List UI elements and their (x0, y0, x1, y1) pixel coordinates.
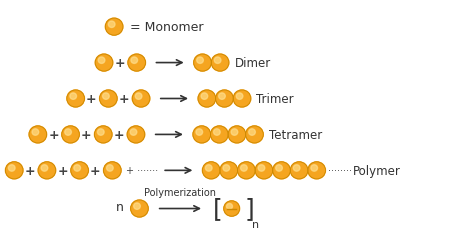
Ellipse shape (205, 165, 212, 171)
Ellipse shape (107, 165, 113, 171)
Ellipse shape (219, 94, 225, 100)
Text: Dimer: Dimer (235, 57, 271, 70)
Ellipse shape (223, 165, 229, 171)
Ellipse shape (231, 129, 238, 136)
Ellipse shape (67, 91, 84, 108)
Ellipse shape (41, 165, 48, 171)
Text: +: + (90, 164, 100, 177)
Ellipse shape (228, 126, 246, 143)
Ellipse shape (95, 55, 113, 72)
Text: Tetramer: Tetramer (269, 128, 322, 141)
Ellipse shape (103, 162, 121, 179)
Text: Trimer: Trimer (256, 93, 294, 106)
Ellipse shape (236, 94, 243, 100)
Ellipse shape (255, 162, 273, 179)
Ellipse shape (246, 126, 263, 143)
Ellipse shape (65, 129, 72, 136)
Text: +: + (57, 164, 68, 177)
Ellipse shape (193, 126, 210, 143)
Text: +: + (25, 164, 35, 177)
Ellipse shape (233, 91, 251, 108)
Ellipse shape (109, 22, 115, 28)
Ellipse shape (29, 126, 46, 143)
Text: + ·······: + ······· (126, 166, 158, 176)
Ellipse shape (198, 91, 216, 108)
Text: +: + (81, 128, 91, 141)
Ellipse shape (216, 91, 233, 108)
Text: = Monomer: = Monomer (130, 21, 203, 34)
Ellipse shape (105, 19, 123, 36)
Ellipse shape (128, 55, 146, 72)
Ellipse shape (131, 58, 137, 64)
Ellipse shape (38, 162, 56, 179)
Text: +: + (114, 57, 125, 70)
Ellipse shape (9, 165, 15, 171)
Ellipse shape (32, 129, 39, 136)
Ellipse shape (240, 165, 247, 171)
Text: n: n (252, 219, 259, 229)
Ellipse shape (273, 162, 290, 179)
Ellipse shape (100, 91, 117, 108)
Ellipse shape (5, 162, 23, 179)
Ellipse shape (276, 165, 283, 171)
Ellipse shape (214, 58, 221, 64)
Ellipse shape (98, 129, 104, 136)
Ellipse shape (127, 126, 145, 143)
Text: ········: ········ (328, 166, 352, 176)
Ellipse shape (311, 165, 318, 171)
Ellipse shape (201, 94, 208, 100)
Ellipse shape (197, 58, 203, 64)
Ellipse shape (237, 162, 255, 179)
Ellipse shape (290, 162, 308, 179)
Ellipse shape (258, 165, 265, 171)
Ellipse shape (210, 126, 228, 143)
Ellipse shape (213, 129, 220, 136)
Ellipse shape (134, 203, 140, 210)
Ellipse shape (196, 129, 202, 136)
Text: Polymerization: Polymerization (145, 188, 216, 198)
Text: n: n (116, 200, 124, 213)
Ellipse shape (227, 204, 232, 209)
Ellipse shape (132, 91, 150, 108)
Ellipse shape (293, 165, 300, 171)
Text: +: + (48, 128, 59, 141)
Ellipse shape (224, 201, 240, 216)
Ellipse shape (135, 94, 142, 100)
Ellipse shape (94, 126, 112, 143)
Text: +: + (86, 93, 97, 106)
Ellipse shape (130, 129, 137, 136)
Text: Polymer: Polymer (353, 164, 401, 177)
Ellipse shape (62, 126, 79, 143)
Text: +: + (114, 128, 124, 141)
Ellipse shape (220, 162, 237, 179)
Ellipse shape (211, 55, 229, 72)
Text: [: [ (212, 197, 222, 221)
Ellipse shape (131, 200, 148, 217)
Ellipse shape (194, 55, 211, 72)
Ellipse shape (98, 58, 105, 64)
Ellipse shape (249, 129, 255, 136)
Ellipse shape (70, 94, 76, 100)
Ellipse shape (102, 94, 109, 100)
Ellipse shape (71, 162, 89, 179)
Text: +: + (118, 93, 129, 106)
Ellipse shape (308, 162, 326, 179)
Text: ]: ] (244, 197, 254, 221)
Ellipse shape (74, 165, 81, 171)
Ellipse shape (202, 162, 220, 179)
